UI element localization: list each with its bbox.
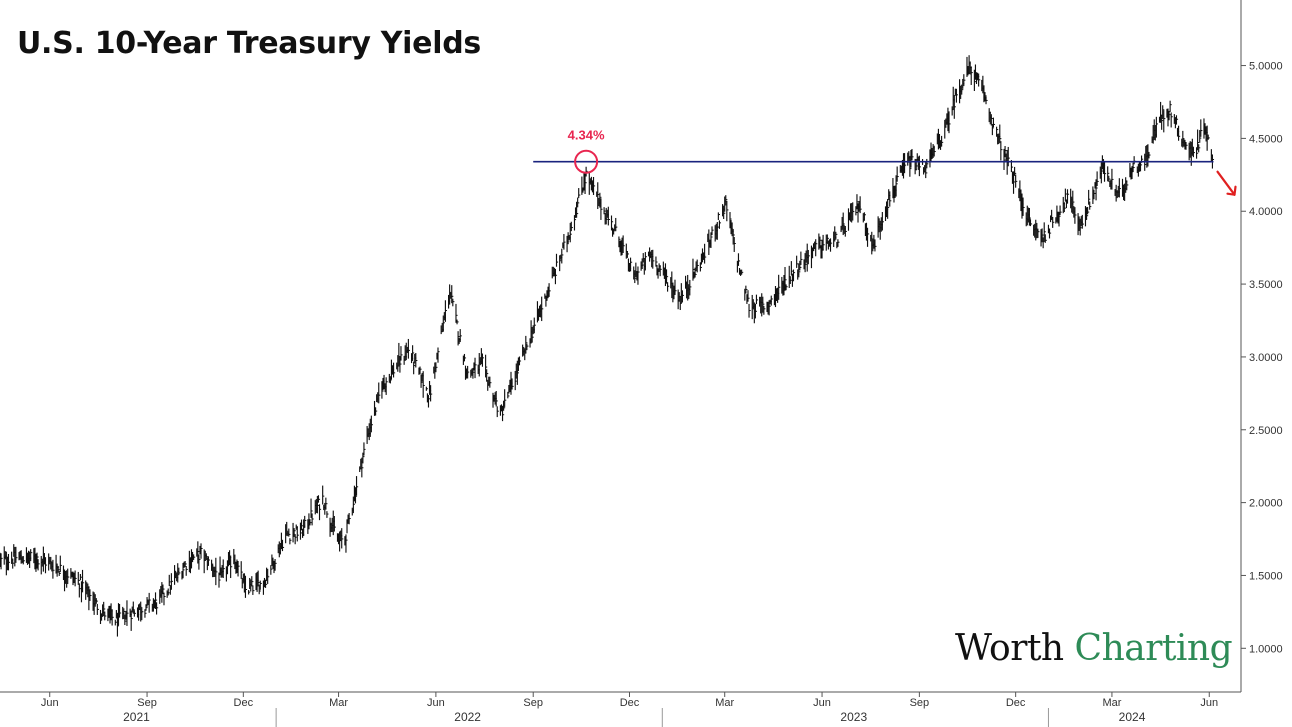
- x-tick-label: Sep: [137, 697, 157, 709]
- x-tick-label: Dec: [1006, 697, 1026, 709]
- x-year-label: 2021: [123, 710, 150, 724]
- x-tick-label: Mar: [1102, 697, 1121, 709]
- y-tick-label: 5.0000: [1249, 61, 1283, 73]
- x-tick-label: Sep: [523, 697, 543, 709]
- price-bars: [0, 55, 1215, 637]
- y-tick-label: 2.5000: [1249, 425, 1283, 437]
- worth-charting-logo: Worth Charting: [955, 628, 1233, 669]
- chart-title: U.S. 10-Year Treasury Yields: [17, 26, 481, 61]
- y-tick-label: 3.5000: [1249, 279, 1283, 291]
- logo-word-charting: Charting: [1074, 628, 1233, 669]
- down-arrow-icon: [1216, 170, 1237, 196]
- x-tick-label: Dec: [620, 697, 640, 709]
- x-year-label: 2023: [840, 710, 867, 724]
- highlight-circle: [574, 149, 599, 174]
- highlight-label: 4.34%: [568, 128, 605, 143]
- y-tick-label: 2.0000: [1249, 498, 1283, 510]
- x-tick-label: Jun: [813, 697, 831, 709]
- logo-word-worth: Worth: [955, 628, 1064, 669]
- x-tick-label: Jun: [41, 697, 59, 709]
- y-tick-label: 3.0000: [1249, 352, 1283, 364]
- x-year-label: 2022: [454, 710, 481, 724]
- x-tick-label: Mar: [715, 697, 734, 709]
- x-tick-label: Jun: [1200, 697, 1218, 709]
- x-tick-label: Mar: [329, 697, 348, 709]
- y-tick-label: 4.0000: [1249, 206, 1283, 218]
- x-year-label: 2024: [1119, 710, 1146, 724]
- y-tick-label: 1.5000: [1249, 570, 1283, 582]
- x-axis: Jun Sep Dec Mar Jun Sep Dec Mar Jun Sep Dec Mar Jun 2…: [41, 692, 1218, 727]
- x-tick-label: Sep: [910, 697, 930, 709]
- y-tick-label: 4.5000: [1249, 133, 1283, 145]
- x-tick-label: Jun: [427, 697, 445, 709]
- x-tick-label: Dec: [234, 697, 254, 709]
- y-tick-label: 1.0000: [1249, 643, 1283, 655]
- y-axis: 1.0000 1.5000 2.0000 2.5000 3.0000 3.5000 4.00…: [1241, 61, 1283, 655]
